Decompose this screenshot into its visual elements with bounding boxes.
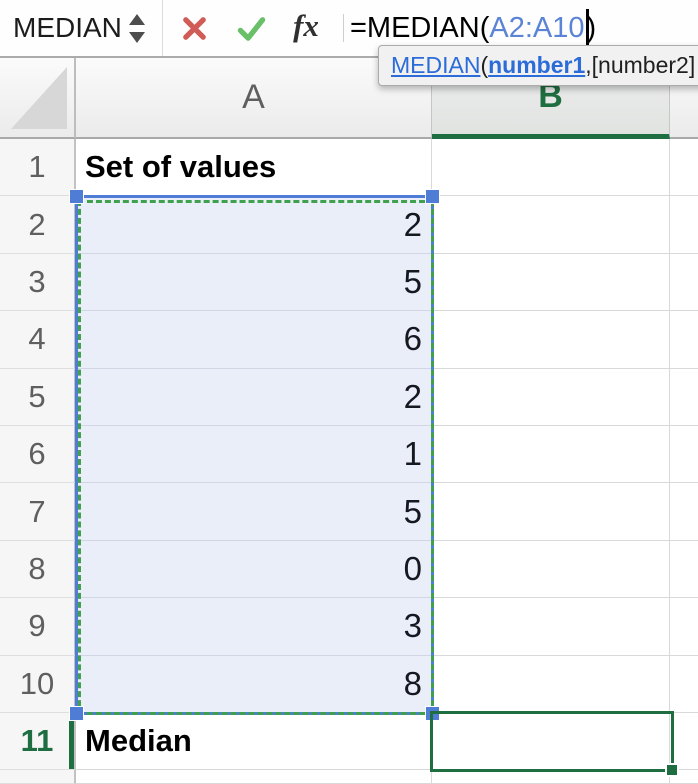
cell-a1[interactable]: Set of values [76, 139, 432, 197]
cell-c5[interactable] [670, 368, 698, 426]
cell-a3[interactable]: 5 [76, 253, 432, 312]
cell-c9[interactable] [670, 598, 698, 656]
cell-b6[interactable] [432, 425, 670, 484]
cell-a8[interactable]: 0 [76, 540, 432, 599]
cell-a10[interactable]: 8 [76, 655, 432, 713]
cell-b2[interactable] [432, 196, 670, 254]
cell-c3[interactable] [670, 253, 698, 312]
select-all-button[interactable] [0, 58, 76, 139]
cell-c2[interactable] [670, 196, 698, 254]
cell-a5[interactable]: 2 [76, 368, 432, 426]
select-all-triangle-icon [11, 67, 67, 129]
table-row: 1 Set of values [0, 139, 698, 197]
cell-b5[interactable] [432, 368, 670, 426]
row-header-10[interactable]: 10 [0, 655, 76, 713]
cell-b8[interactable] [432, 540, 670, 599]
row-header-11[interactable]: 11 [0, 712, 76, 771]
text-caret [585, 9, 589, 47]
cell-c7[interactable] [670, 483, 698, 541]
divider [162, 0, 163, 56]
row-header-7[interactable]: 7 [0, 483, 76, 541]
cell-c10[interactable] [670, 655, 698, 713]
formula-bar: MEDIAN fx =MEDIAN(A2:A10) [0, 0, 698, 58]
range-handle-bottom-left[interactable] [70, 707, 83, 720]
row-header-9[interactable]: 9 [0, 598, 76, 656]
cell-c8[interactable] [670, 540, 698, 599]
range-handle-top-right[interactable] [426, 190, 439, 203]
row-header-11-label: 11 [20, 723, 54, 759]
tooltip-arg2: [number2] [591, 52, 696, 78]
fx-icon: fx [293, 8, 319, 43]
tooltip-arg1: number1 [488, 52, 586, 78]
function-hint-tooltip: MEDIAN(number1, [number2] [378, 45, 698, 86]
row-header-6[interactable]: 6 [0, 425, 76, 484]
table-row [0, 770, 698, 784]
table-row: 4 6 [0, 311, 698, 369]
name-box-stepper[interactable] [120, 0, 154, 56]
stepper-up-icon[interactable] [129, 13, 145, 25]
row-header-1[interactable]: 1 [0, 139, 76, 197]
confirm-button[interactable] [225, 0, 277, 56]
cell-b3[interactable] [432, 253, 670, 312]
cell-c6[interactable] [670, 425, 698, 484]
table-row: 2 2 [0, 196, 698, 254]
row-header-3[interactable]: 3 [0, 253, 76, 312]
table-row: 7 5 [0, 483, 698, 541]
cell-b11[interactable] [432, 712, 670, 771]
table-row: 10 8 [0, 655, 698, 713]
cell-a6[interactable]: 1 [76, 425, 432, 484]
table-row: 5 2 [0, 368, 698, 426]
formula-range-ref: A2:A10 [489, 11, 585, 44]
cell-a9[interactable]: 3 [76, 598, 432, 656]
range-handle-top-left[interactable] [70, 190, 83, 203]
formula-input[interactable]: =MEDIAN(A2:A10) [350, 0, 698, 56]
cancel-button[interactable] [163, 0, 225, 56]
tooltip-paren: ( [480, 52, 489, 78]
cell-b1[interactable] [432, 139, 670, 197]
cell-b10[interactable] [432, 655, 670, 713]
cell-a4[interactable]: 6 [76, 311, 432, 369]
cell-c4[interactable] [670, 311, 698, 369]
row-header-4[interactable]: 4 [0, 311, 76, 369]
confirm-check-icon [237, 16, 266, 41]
cell-c11[interactable] [670, 712, 698, 771]
cell-b4[interactable] [432, 311, 670, 369]
cell-c1[interactable] [670, 139, 698, 197]
tooltip-function-link[interactable]: MEDIAN [391, 52, 481, 78]
cancel-x-icon [182, 16, 206, 40]
range-handle-bottom-right[interactable] [426, 707, 439, 720]
table-row: 8 0 [0, 540, 698, 599]
cell-b7[interactable] [432, 483, 670, 541]
name-box-value: MEDIAN [13, 12, 122, 43]
grid-rows: 1 Set of values 2 2 3 5 4 6 5 2 [0, 139, 698, 784]
row-header-2[interactable]: 2 [0, 196, 76, 254]
column-header-a[interactable]: A [76, 58, 432, 139]
row-header-12-sliver[interactable] [0, 770, 76, 784]
fill-handle[interactable] [665, 763, 679, 777]
table-row: 11 Median [0, 712, 698, 771]
formula-text: =MEDIAN( [350, 11, 490, 44]
cell-b12-sliver[interactable] [432, 770, 670, 784]
table-row: 6 1 [0, 425, 698, 484]
formula-close-paren: ) [586, 11, 597, 44]
table-row: 3 5 [0, 253, 698, 312]
cell-a7[interactable]: 5 [76, 483, 432, 541]
cell-a2[interactable]: 2 [76, 196, 432, 254]
name-box[interactable]: MEDIAN [0, 0, 122, 56]
active-row-indicator [69, 712, 74, 770]
row-header-5[interactable]: 5 [0, 368, 76, 426]
cell-b9[interactable] [432, 598, 670, 656]
cell-a11[interactable]: Median [76, 712, 432, 771]
insert-function-button[interactable]: fx [277, 0, 335, 56]
divider [343, 14, 344, 42]
cell-a12-sliver[interactable] [76, 770, 432, 784]
table-row: 9 3 [0, 598, 698, 656]
stepper-down-icon[interactable] [129, 31, 145, 43]
row-header-8[interactable]: 8 [0, 540, 76, 599]
tooltip-separator: , [585, 52, 592, 78]
column-headers: A B [0, 58, 698, 139]
